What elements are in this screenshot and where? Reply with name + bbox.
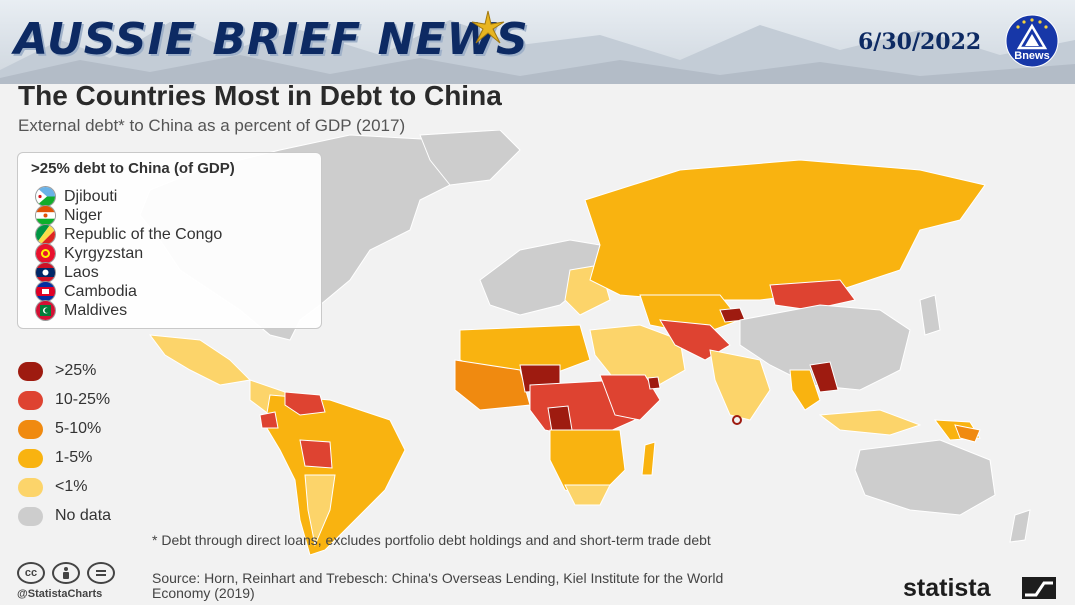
legend-category-lt1: <1% (18, 476, 87, 498)
region-mexico (148, 334, 252, 386)
legend-category-5-10: 5-10% (18, 418, 101, 440)
region-bolivia (299, 439, 333, 469)
region-maldives (732, 415, 742, 425)
region-venezuela (284, 391, 326, 416)
legend-item-label: Laos (64, 263, 99, 281)
cc-icon[interactable]: cc (17, 562, 45, 584)
legend-item-niger: Niger (36, 206, 102, 225)
swatch-icon (18, 477, 43, 497)
publish-date: 6/30/2022 (858, 29, 982, 55)
legend-item-label: Republic of the Congo (64, 225, 223, 243)
legend-item-maldives: Maldives (36, 301, 127, 320)
legend-item-label: Kyrgyzstan (64, 244, 144, 262)
statista-brand[interactable]: statista (903, 574, 991, 602)
region-greenland (419, 130, 521, 186)
chart-subtitle: External debt* to China as a percent of … (18, 116, 406, 135)
legend-item-laos: Laos (36, 263, 99, 282)
region-india (709, 349, 771, 421)
region-ecuador (259, 411, 279, 429)
region-australia (854, 439, 996, 516)
category-label: <1% (55, 478, 88, 495)
djibouti-flag-icon (36, 187, 55, 206)
region-west-africa (454, 359, 531, 411)
legend-category-1-5: 1-5% (18, 447, 92, 469)
region-madagascar (641, 441, 656, 476)
region-congo (547, 405, 573, 433)
region-argentina (304, 474, 336, 547)
legend-item-cambodia: Cambodia (36, 282, 137, 301)
region-russia (584, 159, 986, 301)
bnews-logo[interactable]: Bnews (1005, 14, 1059, 68)
news-header-banner: AUSSIE BRIEF NEWS 6/30/2022 Bnews (0, 0, 1075, 84)
mountain-backdrop (0, 20, 1075, 84)
region-mongolia (769, 279, 856, 311)
region-png-east (954, 424, 981, 443)
legend-item-label: Djibouti (64, 187, 118, 205)
category-label: 1-5% (55, 449, 93, 466)
niger-flag-icon (36, 206, 55, 225)
maldives-flag-icon (36, 301, 55, 320)
region-new-zealand (1009, 509, 1031, 543)
category-label: 10-25% (55, 391, 111, 408)
legend-category-gt25: >25% (18, 360, 96, 382)
category-label: >25% (55, 362, 97, 379)
cambodia-flag-icon (36, 282, 55, 301)
category-label: 5-10% (55, 420, 102, 437)
swatch-icon (18, 361, 43, 381)
region-djibouti (647, 376, 661, 390)
source-citation: Source: Horn, Reinhart and Trebesch: Chi… (152, 570, 724, 601)
kyrgyzstan-flag-icon (36, 244, 55, 263)
legend-item-label: Maldives (64, 301, 128, 319)
attribution-icon[interactable] (52, 562, 80, 584)
legend-title: >25% debt to China (of GDP) (31, 160, 235, 177)
region-laos-cambodia (809, 361, 839, 393)
footnote: * Debt through direct loans, excludes po… (152, 532, 711, 548)
legend-item-label: Cambodia (64, 282, 137, 300)
legend-item-congo: Republic of the Congo (36, 225, 222, 244)
region-china (739, 304, 911, 391)
legend-item-djibouti: Djibouti (36, 187, 117, 206)
chart-title: The Countries Most in Debt to China (18, 80, 502, 111)
no-derivatives-icon[interactable] (87, 562, 115, 584)
swatch-icon (18, 448, 43, 468)
region-south-africa (564, 484, 611, 506)
region-middle-east (589, 324, 686, 391)
legend-item-kyrgyzstan: Kyrgyzstan (36, 244, 143, 263)
statista-handle[interactable]: @StatistaCharts (17, 588, 103, 600)
region-indochina (789, 369, 821, 411)
bnews-logo-text: Bnews (1014, 50, 1049, 62)
legend-category-no-data: No data (18, 505, 111, 527)
gold-star-icon (471, 10, 505, 44)
statista-logo-icon (1022, 577, 1056, 599)
brand-title: AUSSIE BRIEF NEWS (14, 14, 529, 65)
legend-category-10-25: 10-25% (18, 389, 110, 411)
region-japan (919, 294, 941, 336)
laos-flag-icon (36, 263, 55, 282)
category-label: No data (55, 507, 112, 524)
top-debtors-legend: >25% debt to China (of GDP) Djibouti Nig… (17, 152, 322, 329)
congo-flag-icon (36, 225, 55, 244)
region-indonesia (818, 409, 922, 436)
swatch-icon (18, 390, 43, 410)
swatch-icon (18, 506, 43, 526)
license-icons: cc (17, 562, 115, 584)
legend-item-label: Niger (64, 206, 103, 224)
swatch-icon (18, 419, 43, 439)
region-east-africa (599, 374, 661, 421)
